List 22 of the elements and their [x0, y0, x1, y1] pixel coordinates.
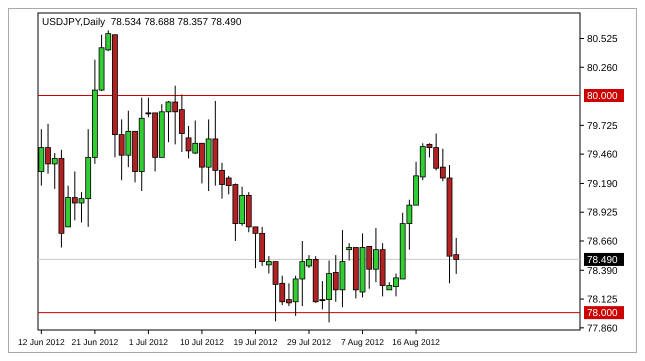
y-tick-label: 78.660 [587, 236, 618, 248]
y-tick-label: 78.125 [587, 294, 618, 306]
y-tick-label: 79.190 [587, 178, 618, 190]
y-tick-label: 79.725 [587, 120, 618, 132]
ref-line-label: 78.490 [587, 254, 618, 266]
x-tick-label: 19 Jul 2012 [233, 337, 278, 347]
x-tick-label: 29 Jul 2012 [287, 337, 332, 347]
chart-title: USDJPY,Daily 78.534 78.688 78.357 78.490 [42, 17, 242, 28]
x-tick-label: 10 Jul 2012 [180, 337, 224, 347]
y-tick-label: 77.860 [587, 323, 618, 334]
x-tick-label: 1 Jul 2012 [128, 337, 168, 347]
y-tick-label: 80.260 [587, 62, 618, 74]
x-tick-label: 16 Aug 2012 [392, 337, 440, 347]
x-tick-label: 21 Jun 2012 [71, 337, 119, 347]
y-tick-label: 80.525 [587, 34, 618, 46]
y-tick-label: 79.460 [587, 150, 618, 161]
y-tick-label: 78.925 [587, 208, 618, 219]
x-tick-label: 7 Aug 2012 [341, 337, 384, 347]
ref-line-label: 78.000 [587, 308, 618, 320]
x-tick-label: 12 Jun 2012 [18, 337, 66, 347]
ref-line-label: 80.000 [587, 91, 618, 102]
y-tick-label: 78.390 [587, 266, 618, 277]
